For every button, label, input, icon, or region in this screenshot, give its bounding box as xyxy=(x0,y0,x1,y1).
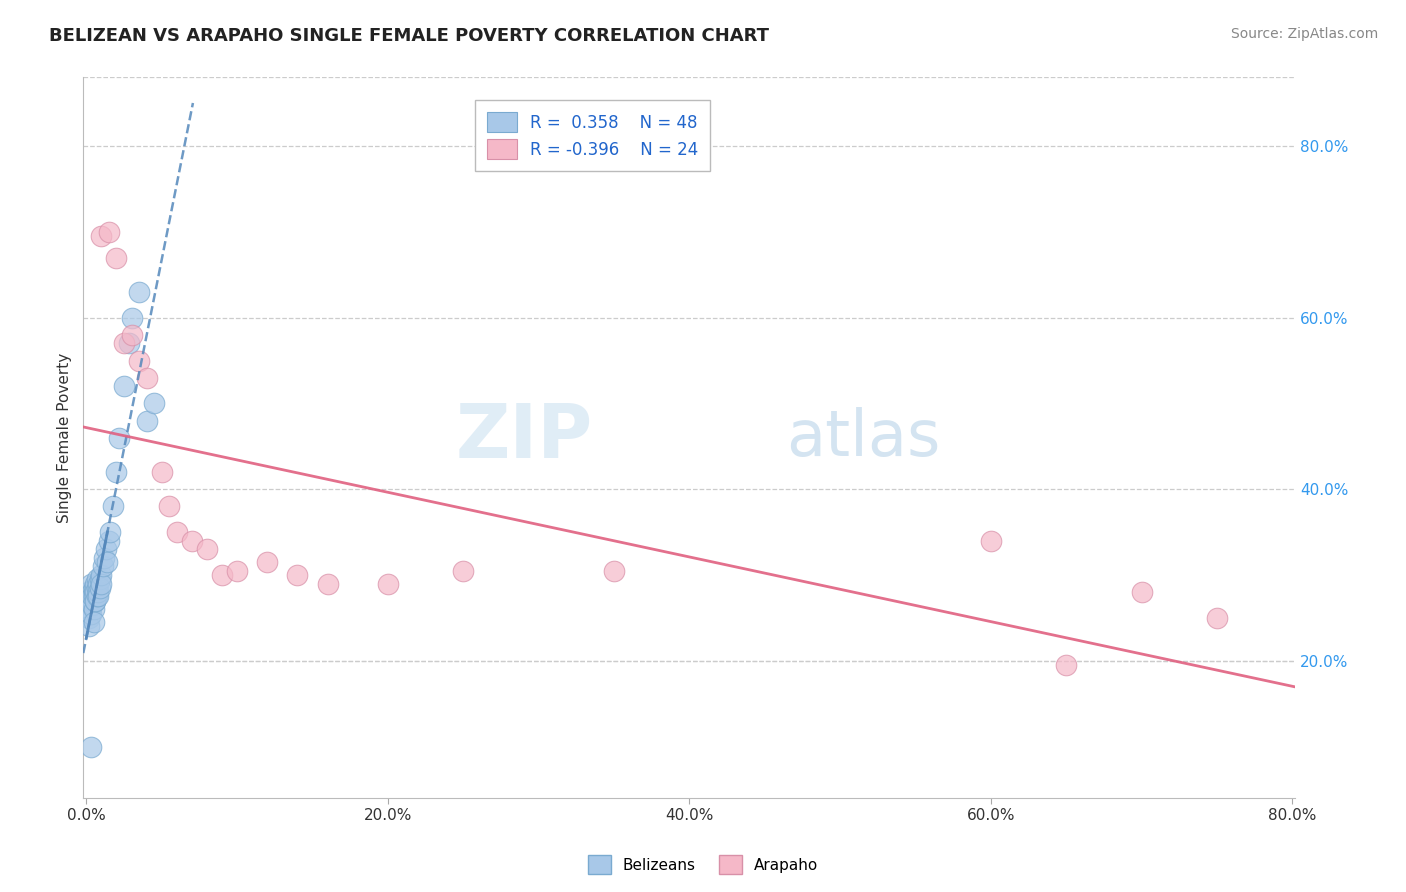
Point xyxy=(226,564,249,578)
Point xyxy=(603,564,626,578)
Point xyxy=(80,739,103,754)
Point xyxy=(90,568,112,582)
Text: BELIZEAN VS ARAPAHO SINGLE FEMALE POVERTY CORRELATION CHART: BELIZEAN VS ARAPAHO SINGLE FEMALE POVERT… xyxy=(49,27,769,45)
Point xyxy=(91,559,114,574)
Point xyxy=(980,533,1002,548)
Point xyxy=(83,615,105,630)
Point xyxy=(87,576,110,591)
Point xyxy=(112,379,135,393)
Point xyxy=(89,572,111,586)
Point xyxy=(103,500,125,514)
Point xyxy=(82,598,104,612)
Point xyxy=(83,590,105,604)
Point xyxy=(89,581,111,595)
Point xyxy=(195,542,218,557)
Point xyxy=(256,555,278,569)
Point xyxy=(83,585,105,599)
Point xyxy=(84,585,107,599)
Point xyxy=(82,585,104,599)
Point xyxy=(121,310,143,325)
Point xyxy=(180,533,202,548)
Point xyxy=(105,465,128,479)
Point xyxy=(90,229,112,244)
Point xyxy=(80,598,103,612)
Point xyxy=(79,611,101,625)
Point xyxy=(82,590,104,604)
Point xyxy=(90,576,112,591)
Point xyxy=(84,593,107,607)
Point xyxy=(76,602,98,616)
Text: ZIP: ZIP xyxy=(456,401,592,475)
Text: atlas: atlas xyxy=(786,407,941,469)
Point xyxy=(97,225,120,239)
Point xyxy=(79,593,101,607)
Point xyxy=(96,555,118,569)
Legend: Belizeans, Arapaho: Belizeans, Arapaho xyxy=(582,849,824,880)
Point xyxy=(166,525,188,540)
Point xyxy=(211,568,233,582)
Point xyxy=(157,500,180,514)
Point xyxy=(80,576,103,591)
Legend: R =  0.358    N = 48, R = -0.396    N = 24: R = 0.358 N = 48, R = -0.396 N = 24 xyxy=(475,100,710,171)
Point xyxy=(79,619,101,633)
Point xyxy=(86,590,108,604)
Text: Source: ZipAtlas.com: Source: ZipAtlas.com xyxy=(1230,27,1378,41)
Point xyxy=(135,414,157,428)
Point xyxy=(121,327,143,342)
Point xyxy=(86,581,108,595)
Point xyxy=(87,585,110,599)
Point xyxy=(105,251,128,265)
Point xyxy=(97,533,120,548)
Point xyxy=(150,465,173,479)
Point xyxy=(87,590,110,604)
Point xyxy=(451,564,474,578)
Point xyxy=(108,431,131,445)
Point xyxy=(1054,658,1077,673)
Point xyxy=(83,581,105,595)
Point xyxy=(94,542,117,557)
Point xyxy=(80,593,103,607)
Point xyxy=(135,370,157,384)
Point xyxy=(80,607,103,621)
Point xyxy=(100,525,122,540)
Point xyxy=(84,576,107,591)
Point xyxy=(82,593,104,607)
Point xyxy=(1206,611,1229,625)
Point xyxy=(112,336,135,351)
Point xyxy=(117,336,139,351)
Point xyxy=(83,602,105,616)
Point xyxy=(93,550,115,565)
Point xyxy=(287,568,309,582)
Point xyxy=(76,585,98,599)
Point xyxy=(316,576,339,591)
Point xyxy=(1130,585,1153,599)
Point xyxy=(143,396,166,410)
Point xyxy=(377,576,399,591)
Point xyxy=(84,593,107,607)
Y-axis label: Single Female Poverty: Single Female Poverty xyxy=(58,352,72,523)
Point xyxy=(128,353,150,368)
Point xyxy=(86,572,108,586)
Point xyxy=(128,285,150,299)
